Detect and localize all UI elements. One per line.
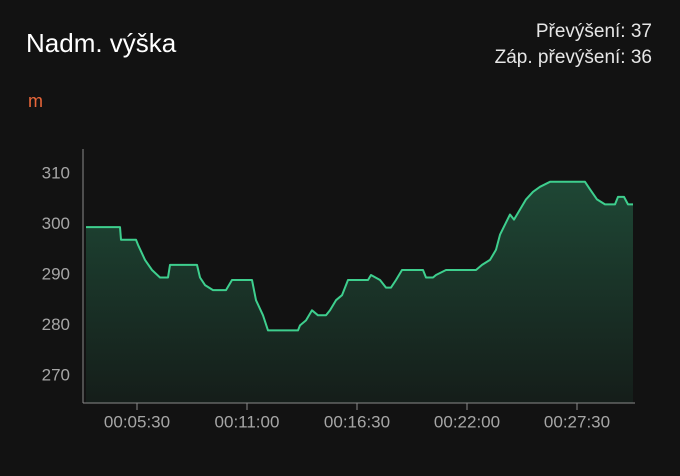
area: [86, 181, 633, 403]
stat: Převýšení: 37: [536, 21, 652, 42]
x-tick-label: 00:11:00: [215, 412, 280, 431]
x-tick-label: 00:22:00: [434, 412, 500, 431]
y-unit: m: [28, 91, 43, 111]
y-tick-label: 290: [42, 264, 70, 283]
x-tick-label: 00:27:30: [544, 412, 610, 431]
y-tick-label: 270: [42, 365, 70, 384]
x-tick-label: 00:05:30: [104, 412, 170, 431]
y-tick-label: 310: [42, 164, 70, 183]
stat: Záp. převýšení: 36: [495, 47, 652, 68]
line: [86, 180, 633, 332]
y-tick-label: 300: [42, 214, 70, 233]
chart-title: Nadm. výška: [26, 28, 177, 58]
y-tick-label: 280: [42, 315, 70, 334]
x-tick-label: 00:16:30: [324, 412, 390, 431]
